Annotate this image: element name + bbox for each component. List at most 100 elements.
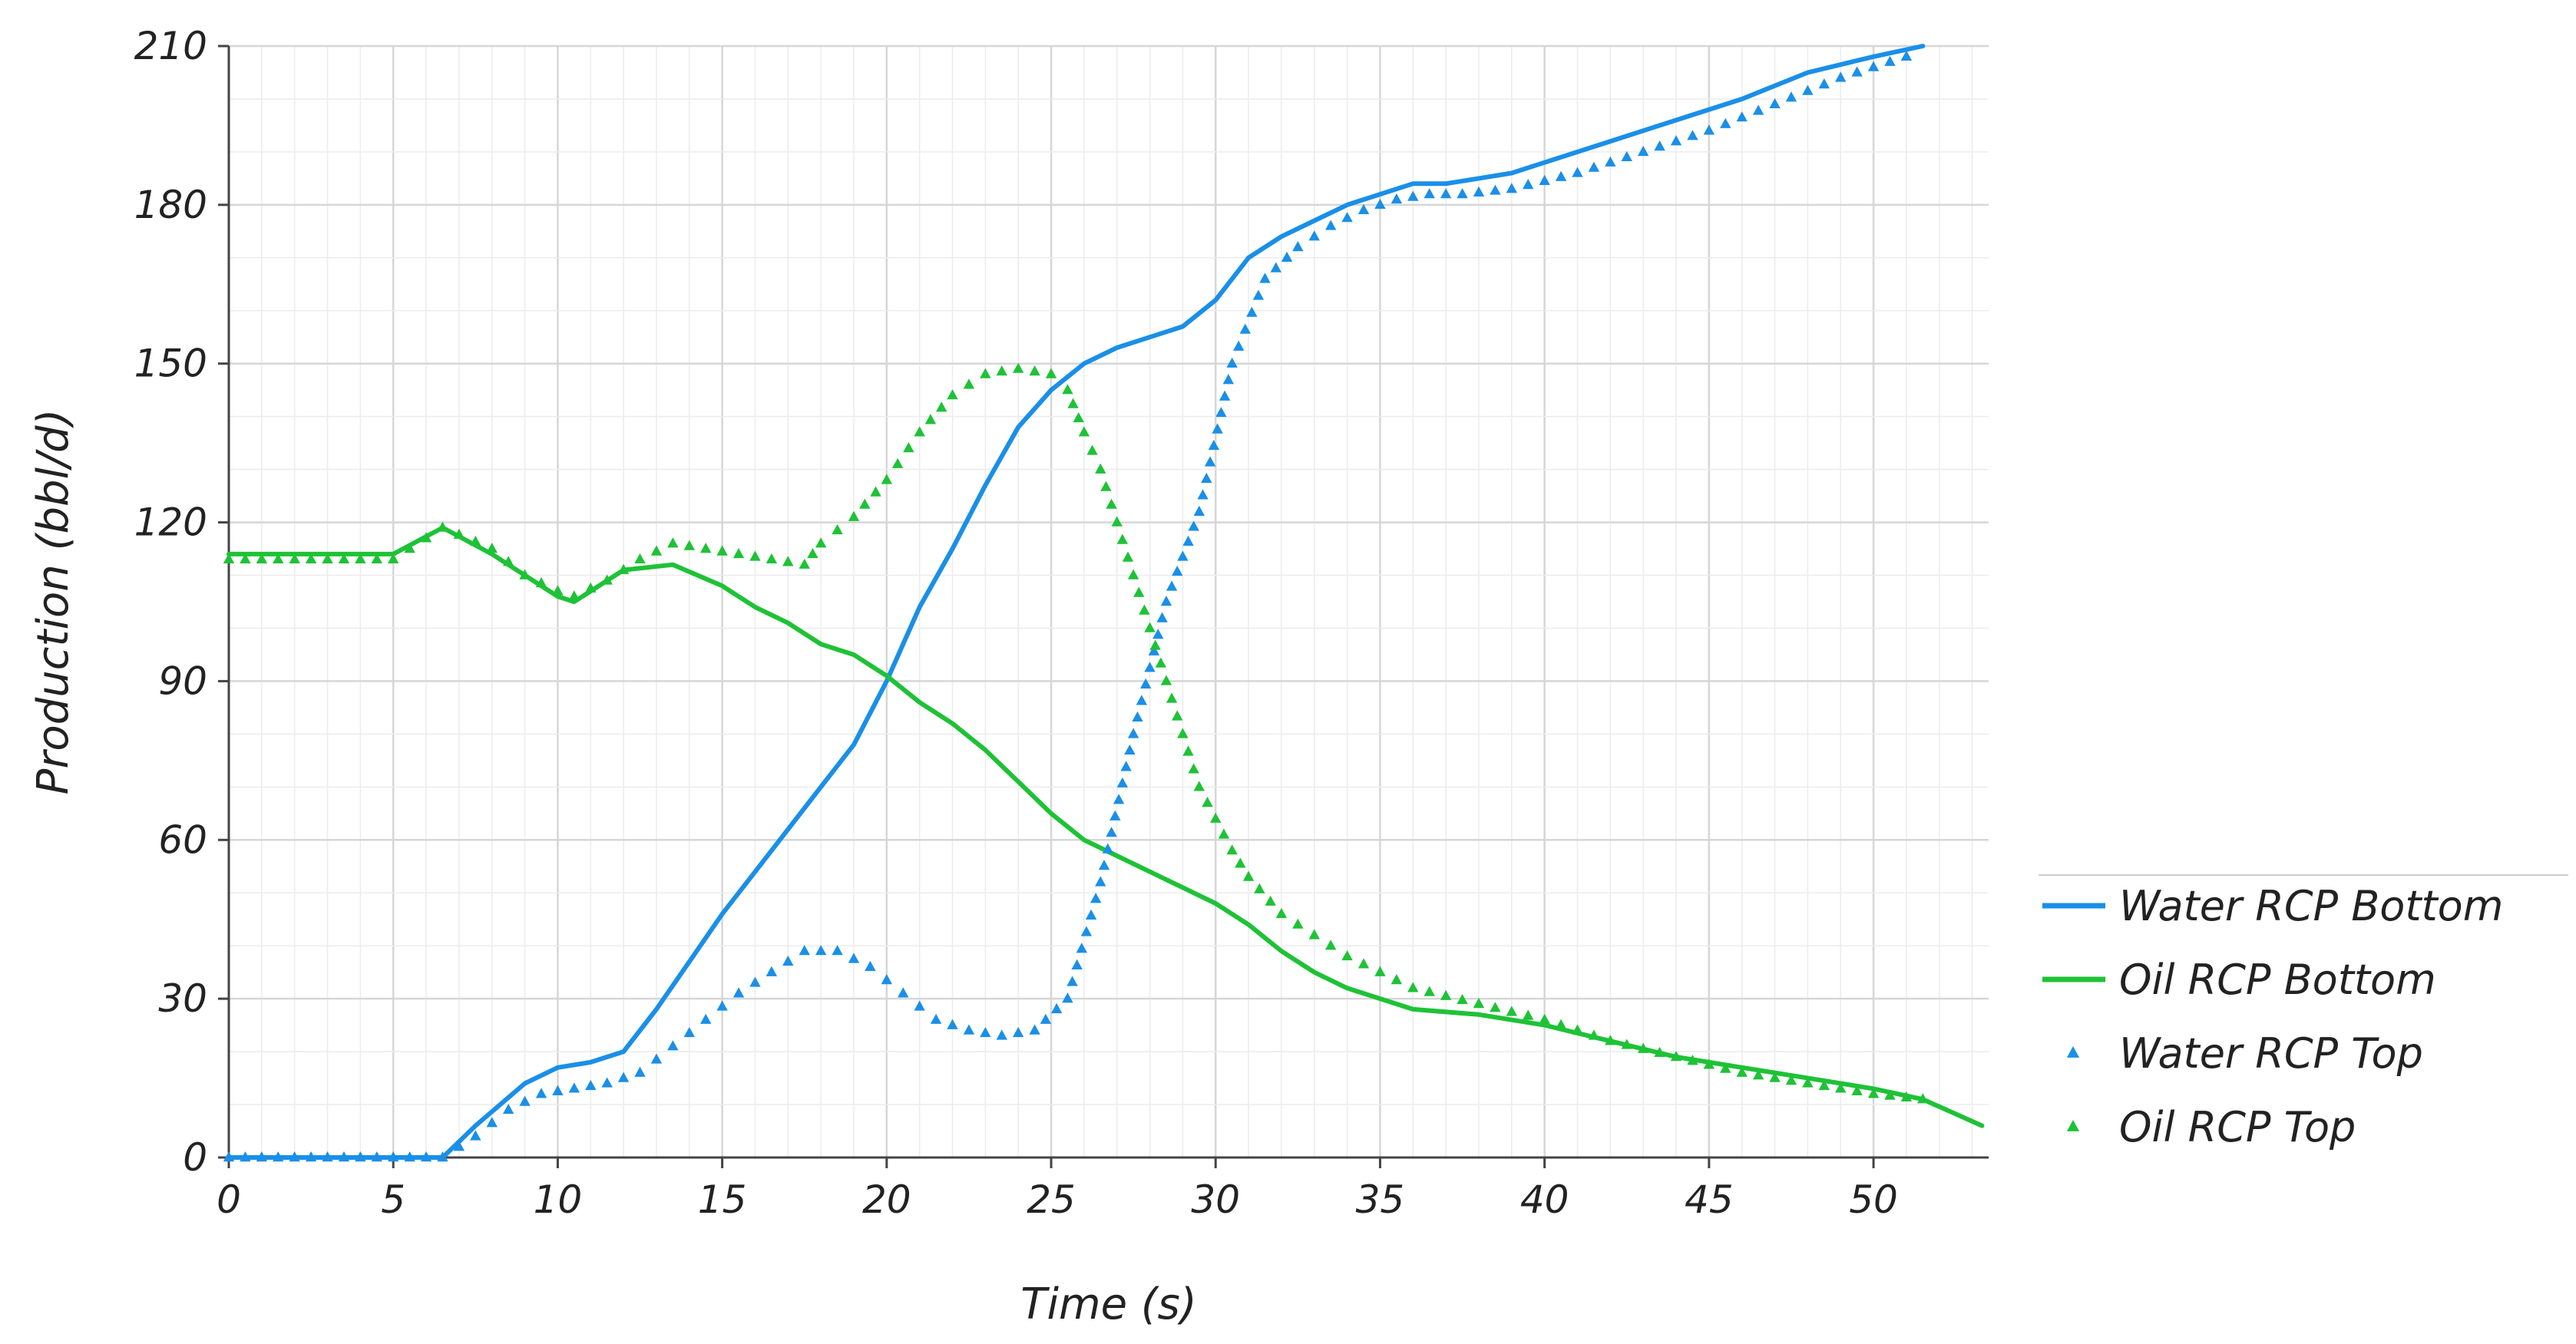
marker-water-rcp-top: [1066, 976, 1078, 986]
data-point-oil-rcp-top: [1407, 982, 1419, 992]
marker-oil-rcp-top: [1122, 551, 1134, 562]
x-tick-label: 25: [1027, 1177, 1076, 1222]
data-point-water-rcp-top: [996, 1029, 1007, 1040]
y-tick-label: 90: [158, 659, 207, 703]
data-point-oil-rcp-top: [980, 368, 991, 378]
marker-oil-rcp-top: [1851, 1085, 1863, 1096]
data-point-water-rcp-top: [930, 1013, 942, 1024]
marker-oil-rcp-top: [322, 553, 333, 564]
data-point-oil-rcp-top: [1867, 1088, 1880, 1098]
marker-oil-rcp-top: [1086, 444, 1098, 455]
marker-water-rcp-top: [683, 1026, 695, 1038]
marker-water-rcp-top: [1113, 794, 1125, 804]
series-line-oil-rcp-bottom: [227, 525, 1985, 1128]
marker-water-rcp-top: [1246, 306, 1258, 317]
data-point-oil-rcp-top: [1045, 368, 1057, 378]
marker-oil-rcp-top: [1166, 692, 1178, 703]
axes: [227, 46, 1989, 1159]
data-point-water-rcp-top: [535, 1088, 547, 1098]
marker-water-rcp-top: [519, 1095, 531, 1106]
marker-oil-rcp-top: [1457, 993, 1468, 1005]
data-point-oil-rcp-top: [1605, 1035, 1616, 1045]
data-point-water-rcp-top: [1292, 241, 1304, 252]
marker-water-rcp-top: [1085, 909, 1097, 920]
data-point-oil-rcp-top: [1144, 622, 1156, 632]
marker-water-rcp-top: [1884, 55, 1896, 66]
data-point-oil-rcp-top: [1078, 426, 1090, 437]
marker-water-rcp-top: [1281, 251, 1293, 263]
data-point-oil-rcp-top: [799, 558, 810, 569]
marker-oil-rcp-top: [1424, 986, 1435, 996]
data-point-water-rcp-top: [1259, 272, 1271, 283]
marker-water-rcp-top: [388, 1151, 399, 1162]
marker-oil-rcp-top: [1654, 1046, 1665, 1058]
marker-oil-rcp-top: [305, 553, 317, 564]
marker-oil-rcp-top: [1149, 639, 1161, 650]
marker-water-rcp-top: [453, 1141, 465, 1151]
marker-water-rcp-top: [1208, 439, 1220, 451]
marker-oil-rcp-top: [716, 545, 728, 556]
marker-oil-rcp-top: [535, 576, 547, 588]
marker-oil-rcp-top: [807, 547, 818, 559]
data-point-water-rcp-top: [568, 1082, 580, 1093]
marker-oil-rcp-top: [1254, 883, 1265, 893]
data-point-water-rcp-top: [1062, 992, 1073, 1003]
marker-water-rcp-top: [1341, 212, 1353, 223]
legend-item-water-rcp-top: Water RCP Top: [2066, 1029, 2423, 1078]
marker-water-rcp-top: [1851, 66, 1863, 77]
marker-oil-rcp-top: [1523, 1009, 1534, 1020]
marker-oil-rcp-top: [1324, 939, 1337, 950]
data-point-oil-rcp-top: [914, 426, 925, 437]
marker-water-rcp-top: [1144, 662, 1156, 672]
data-point-oil-rcp-top: [552, 585, 564, 596]
data-point-oil-rcp-top: [1177, 728, 1189, 738]
data-point-oil-rcp-top: [766, 553, 778, 564]
data-point-water-rcp-top: [865, 960, 876, 971]
data-point-oil-rcp-top: [1160, 675, 1172, 685]
data-point-oil-rcp-top: [815, 537, 827, 548]
marker-oil-rcp-top: [273, 553, 284, 564]
data-point-water-rcp-top: [601, 1077, 613, 1088]
data-point-oil-rcp-top: [1473, 998, 1485, 1009]
data-point-water-rcp-top: [1127, 728, 1139, 738]
marker-water-rcp-top: [1555, 170, 1567, 181]
data-point-oil-rcp-top: [1308, 929, 1320, 939]
data-point-oil-rcp-top: [1802, 1077, 1814, 1088]
marker-oil-rcp-top: [470, 535, 481, 547]
marker-water-rcp-top: [650, 1053, 663, 1064]
x-tick-label: 40: [1520, 1177, 1569, 1222]
marker-water-rcp-top: [1222, 374, 1235, 385]
marker-water-rcp-top: [1197, 489, 1209, 500]
marker-oil-rcp-top: [832, 523, 843, 535]
marker-water-rcp-top: [1308, 230, 1320, 241]
marker-water-rcp-top: [1172, 565, 1183, 576]
data-point-water-rcp-top: [1095, 876, 1106, 887]
marker-oil-rcp-top: [1188, 763, 1199, 774]
marker-water-rcp-top: [914, 1000, 925, 1011]
marker-water-rcp-top: [1720, 117, 1731, 128]
marker-oil-rcp-top: [1687, 1055, 1698, 1065]
data-point-oil-rcp-top: [667, 537, 679, 548]
legend-item-oil-rcp-top: Oil RCP Top: [2066, 1103, 2356, 1151]
data-point-water-rcp-top: [437, 1151, 448, 1162]
legend-item-oil-rcp-bottom: Oil RCP Bottom: [2042, 956, 2436, 1004]
data-point-oil-rcp-top: [388, 553, 399, 564]
data-point-oil-rcp-top: [1062, 384, 1073, 395]
marker-water-rcp-top: [1116, 777, 1129, 788]
marker-oil-rcp-top: [240, 553, 251, 564]
data-point-water-rcp-top: [732, 987, 745, 998]
legend-swatch-water-rcp-top: [2066, 1046, 2080, 1058]
marker-oil-rcp-top: [1490, 1002, 1501, 1012]
marker-oil-rcp-top: [1357, 958, 1370, 969]
tick-labels: 0 5 10 15 20 25 30 35 40 45 50 0 30 60 90 120 150 180 210: [134, 24, 1898, 1222]
marker-water-rcp-top: [585, 1079, 597, 1091]
marker-oil-rcp-top: [1100, 480, 1112, 491]
series-line-water-rcp-bottom: [227, 44, 1926, 1160]
data-point-water-rcp-top: [470, 1130, 481, 1141]
marker-water-rcp-top: [486, 1117, 498, 1128]
data-point-oil-rcp-top: [1374, 966, 1386, 976]
marker-water-rcp-top: [1124, 744, 1136, 755]
marker-oil-rcp-top: [870, 486, 881, 497]
marker-water-rcp-top: [371, 1151, 382, 1162]
marker-oil-rcp-top: [1133, 586, 1145, 597]
